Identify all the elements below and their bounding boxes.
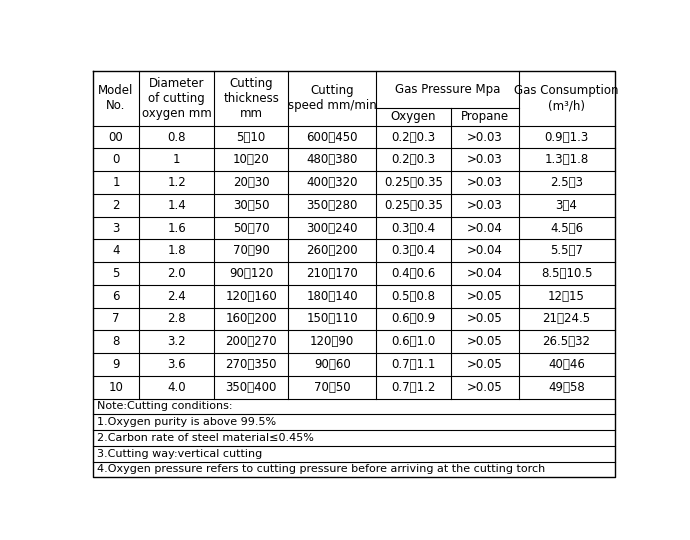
Text: >0.05: >0.05 [466,290,502,303]
Text: Model
No.: Model No. [98,84,134,112]
Text: >0.05: >0.05 [466,381,502,394]
Text: 600～450: 600～450 [306,131,358,144]
Text: 26.5～32: 26.5～32 [542,335,591,348]
Text: 2.0: 2.0 [167,267,186,280]
Text: 350～400: 350～400 [226,381,277,394]
Text: 5: 5 [112,267,119,280]
Text: 40～46: 40～46 [548,358,585,371]
Text: Oxygen: Oxygen [391,111,436,124]
Text: 120～90: 120～90 [310,335,355,348]
Text: 400～320: 400～320 [306,176,358,189]
Text: 0.8: 0.8 [168,131,186,144]
Text: Note:Cutting conditions:: Note:Cutting conditions: [97,401,233,411]
Text: 260～200: 260～200 [306,244,358,257]
Text: >0.04: >0.04 [466,244,502,257]
Text: >0.03: >0.03 [466,153,502,166]
Text: 0: 0 [112,153,119,166]
Text: 4: 4 [112,244,120,257]
Text: Cutting
thickness
mm: Cutting thickness mm [224,77,279,120]
Text: 1.3～1.8: 1.3～1.8 [544,153,589,166]
Text: 2: 2 [112,199,120,212]
Text: 90～60: 90～60 [314,358,351,371]
Text: 4.Oxygen pressure refers to cutting pressure before arriving at the cutting torc: 4.Oxygen pressure refers to cutting pres… [97,464,545,475]
Text: 2.8: 2.8 [167,313,186,326]
Text: 1.2: 1.2 [167,176,186,189]
Text: 1.4: 1.4 [167,199,186,212]
Text: 4.5～6: 4.5～6 [550,221,583,234]
Text: Propane: Propane [460,111,509,124]
Text: 0.3～0.4: 0.3～0.4 [391,244,435,257]
Text: 49～58: 49～58 [549,381,585,394]
Text: 150～110: 150～110 [306,313,358,326]
Text: Gas Consumption
(m³/h): Gas Consumption (m³/h) [514,84,619,112]
Text: 0.25～0.35: 0.25～0.35 [384,199,443,212]
Text: >0.03: >0.03 [466,131,502,144]
Text: 1.8: 1.8 [167,244,186,257]
Text: >0.05: >0.05 [466,335,502,348]
Text: 0.7～1.1: 0.7～1.1 [391,358,435,371]
Text: 30～50: 30～50 [233,199,269,212]
Text: 2.5～3: 2.5～3 [550,176,583,189]
Text: >0.03: >0.03 [466,176,502,189]
Text: 0.6～0.9: 0.6～0.9 [391,313,435,326]
Text: 0.2～0.3: 0.2～0.3 [391,131,435,144]
Text: 3.2: 3.2 [167,335,186,348]
Text: 10: 10 [108,381,124,394]
Text: 300～240: 300～240 [306,221,358,234]
Text: 0.3～0.4: 0.3～0.4 [391,221,435,234]
Text: 3.6: 3.6 [167,358,186,371]
Text: 7: 7 [112,313,120,326]
Text: Diameter
of cutting
oxygen mm: Diameter of cutting oxygen mm [141,77,212,120]
Text: 0.2～0.3: 0.2～0.3 [391,153,435,166]
Text: >0.03: >0.03 [466,199,502,212]
Text: 1: 1 [173,153,180,166]
Text: 480～380: 480～380 [306,153,358,166]
Text: 0.25～0.35: 0.25～0.35 [384,176,443,189]
Text: 8: 8 [112,335,119,348]
Text: 2.Carbon rate of steel material≤0.45%: 2.Carbon rate of steel material≤0.45% [97,433,314,443]
Text: 9: 9 [112,358,120,371]
Text: 20～30: 20～30 [233,176,270,189]
Text: 3.Cutting way:vertical cutting: 3.Cutting way:vertical cutting [97,449,262,458]
Text: 1: 1 [112,176,120,189]
Text: 3: 3 [112,221,119,234]
Text: 270～350: 270～350 [226,358,277,371]
Text: Cutting
speed mm/min: Cutting speed mm/min [288,84,377,112]
Text: >0.04: >0.04 [466,221,502,234]
Text: 180～140: 180～140 [306,290,358,303]
Text: 21～24.5: 21～24.5 [542,313,591,326]
Text: 70～50: 70～50 [314,381,351,394]
Text: >0.05: >0.05 [466,358,502,371]
Text: 8.5～10.5: 8.5～10.5 [541,267,592,280]
Text: 160～200: 160～200 [226,313,277,326]
Text: 0.6～1.0: 0.6～1.0 [391,335,435,348]
Text: 5～10: 5～10 [237,131,266,144]
Text: 1.Oxygen purity is above 99.5%: 1.Oxygen purity is above 99.5% [97,417,276,427]
Text: 90～120: 90～120 [229,267,273,280]
Text: 0.7～1.2: 0.7～1.2 [391,381,435,394]
Text: Gas Pressure Mpa: Gas Pressure Mpa [395,83,500,96]
Text: 1.6: 1.6 [167,221,186,234]
Text: 2.4: 2.4 [167,290,186,303]
Text: 00: 00 [108,131,124,144]
Text: 50～70: 50～70 [233,221,270,234]
Text: 4.0: 4.0 [167,381,186,394]
Text: 0.5～0.8: 0.5～0.8 [391,290,435,303]
Text: 120～160: 120～160 [226,290,277,303]
Text: 3～4: 3～4 [555,199,578,212]
Text: >0.04: >0.04 [466,267,502,280]
Text: 0.9～1.3: 0.9～1.3 [544,131,589,144]
Text: 12～15: 12～15 [548,290,585,303]
Text: 6: 6 [112,290,120,303]
Text: 5.5～7: 5.5～7 [550,244,583,257]
Text: 70～90: 70～90 [233,244,270,257]
Text: 210～170: 210～170 [306,267,358,280]
Text: 350～280: 350～280 [306,199,358,212]
Text: 10～20: 10～20 [233,153,270,166]
Text: 200～270: 200～270 [226,335,277,348]
Text: 0.4～0.6: 0.4～0.6 [391,267,435,280]
Text: >0.05: >0.05 [466,313,502,326]
